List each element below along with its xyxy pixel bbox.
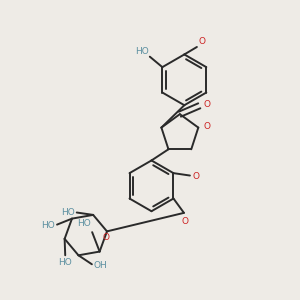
Text: HO: HO	[61, 208, 75, 217]
Text: HO: HO	[41, 221, 55, 230]
Text: O: O	[192, 172, 199, 181]
Text: OH: OH	[94, 261, 108, 270]
Text: O: O	[198, 37, 206, 46]
Text: O: O	[181, 217, 188, 226]
Text: O: O	[204, 100, 211, 109]
Text: HO: HO	[77, 219, 91, 228]
Text: O: O	[204, 122, 211, 131]
Text: O: O	[103, 233, 110, 242]
Text: HO: HO	[136, 47, 149, 56]
Text: HO: HO	[58, 258, 72, 267]
